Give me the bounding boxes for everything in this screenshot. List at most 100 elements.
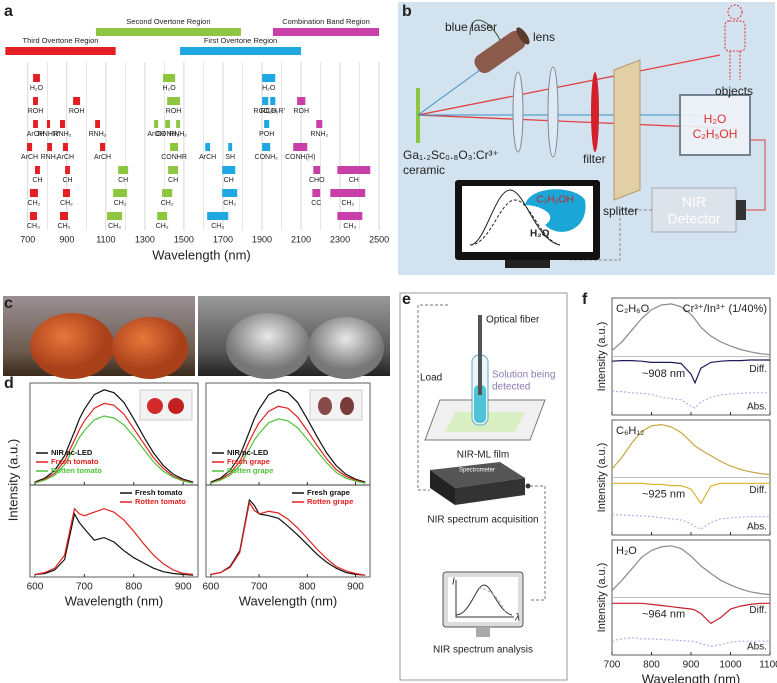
band-label: RNHR' xyxy=(38,131,60,138)
band-label: SH xyxy=(225,154,235,161)
x-tick-label: 700 xyxy=(251,582,268,593)
series-line xyxy=(210,500,366,576)
band xyxy=(262,74,276,82)
x-axis-label: Wavelength (nm) xyxy=(642,671,741,683)
band xyxy=(100,143,106,151)
band-label: RNH₂ xyxy=(54,131,72,138)
band xyxy=(262,143,271,151)
label: I xyxy=(452,577,455,588)
legend-label: Fresh tomato xyxy=(51,457,99,466)
band-label: CH₃ xyxy=(156,223,169,230)
x-tick-label: 900 xyxy=(59,234,74,244)
species-label: H₂O xyxy=(616,545,637,557)
band xyxy=(222,166,236,174)
band xyxy=(313,166,321,174)
band-label: CH xyxy=(118,177,128,184)
x-tick-label: 900 xyxy=(683,660,700,671)
band xyxy=(47,143,53,151)
x-tick-label: 900 xyxy=(175,582,192,593)
band xyxy=(165,120,171,128)
band-label: CH₃ xyxy=(211,223,224,230)
legend-label: Fresh tomato xyxy=(135,488,183,497)
band-label: H₂O xyxy=(30,85,44,92)
panel-e-art xyxy=(399,292,568,681)
band xyxy=(337,212,363,220)
x-axis-label: Wavelength (nm) xyxy=(65,593,164,608)
series-line xyxy=(210,418,366,484)
band-label: CONH₂ xyxy=(156,131,180,138)
x-tick-label: 800 xyxy=(643,660,660,671)
legend-label: Rotten grape xyxy=(227,466,273,475)
band-label: RNH₂ xyxy=(310,131,328,138)
band xyxy=(29,212,37,220)
band-label: ArCH xyxy=(57,154,74,161)
band xyxy=(65,166,70,174)
x-tick-label: 2100 xyxy=(291,234,311,244)
band-label: ROH xyxy=(293,108,309,115)
series-line xyxy=(210,389,366,483)
label: NIR spectrum analysis xyxy=(433,645,533,656)
series-line xyxy=(612,602,770,625)
band xyxy=(170,143,179,151)
band-label: CH₂ xyxy=(114,200,127,207)
band xyxy=(176,120,181,128)
abs-label: Abs. xyxy=(747,522,767,533)
band-label: CC xyxy=(311,200,321,207)
band xyxy=(60,120,66,128)
label: NIR-ML film xyxy=(457,450,509,461)
label: H₂O xyxy=(704,112,727,126)
label: NIR spectrum acquisition xyxy=(427,515,538,526)
series-line xyxy=(34,507,194,575)
band xyxy=(29,189,38,197)
x-tick-label: 800 xyxy=(299,582,316,593)
band xyxy=(228,143,233,151)
panel-label: f xyxy=(582,291,588,308)
series-line xyxy=(611,359,770,385)
band-label: CH₂ xyxy=(28,200,41,207)
band xyxy=(35,166,40,174)
band-label: CH₂ xyxy=(223,200,236,207)
band xyxy=(293,143,308,151)
band xyxy=(168,166,179,174)
band-label: ROH xyxy=(28,108,44,115)
label: Optical fiber xyxy=(486,315,540,326)
band-label: CH xyxy=(224,177,234,184)
x-tick-label: 1500 xyxy=(174,234,194,244)
abs-label: Abs. xyxy=(747,402,767,413)
legend-label: Rotten tomato xyxy=(51,466,102,475)
band xyxy=(207,212,229,220)
label: splitter xyxy=(603,204,638,218)
band xyxy=(167,97,181,105)
band xyxy=(107,212,123,220)
series-line xyxy=(612,482,770,505)
band xyxy=(60,212,69,220)
x-tick-label: 2300 xyxy=(330,234,350,244)
x-tick-label: 700 xyxy=(604,660,621,671)
band xyxy=(62,143,69,151)
band xyxy=(222,189,238,197)
series-line xyxy=(611,545,771,596)
band xyxy=(62,189,70,197)
legend-label: Fresh grape xyxy=(307,488,350,497)
band xyxy=(113,189,128,197)
band-label: ArCH xyxy=(21,154,38,161)
panel-label: c xyxy=(4,295,13,312)
band-label: CH xyxy=(32,177,42,184)
region-bar xyxy=(95,28,241,36)
panel-d-insets xyxy=(139,389,363,421)
note: Cr³⁺/In³⁺ (1/40%) xyxy=(683,303,767,315)
x-tick-label: 2500 xyxy=(369,234,389,244)
diff-label: Diff. xyxy=(749,605,767,616)
band-label: CHO xyxy=(309,177,325,184)
region-bar xyxy=(5,47,116,55)
band xyxy=(262,97,269,105)
band-label: RNH₂ xyxy=(41,154,59,161)
band xyxy=(264,120,270,128)
band-label: ROH xyxy=(69,108,85,115)
band-label: ArCH xyxy=(94,154,111,161)
label: objects xyxy=(715,84,753,98)
label: filter xyxy=(583,152,606,166)
panel-b-art xyxy=(398,2,775,275)
panel-label: a xyxy=(4,3,13,20)
